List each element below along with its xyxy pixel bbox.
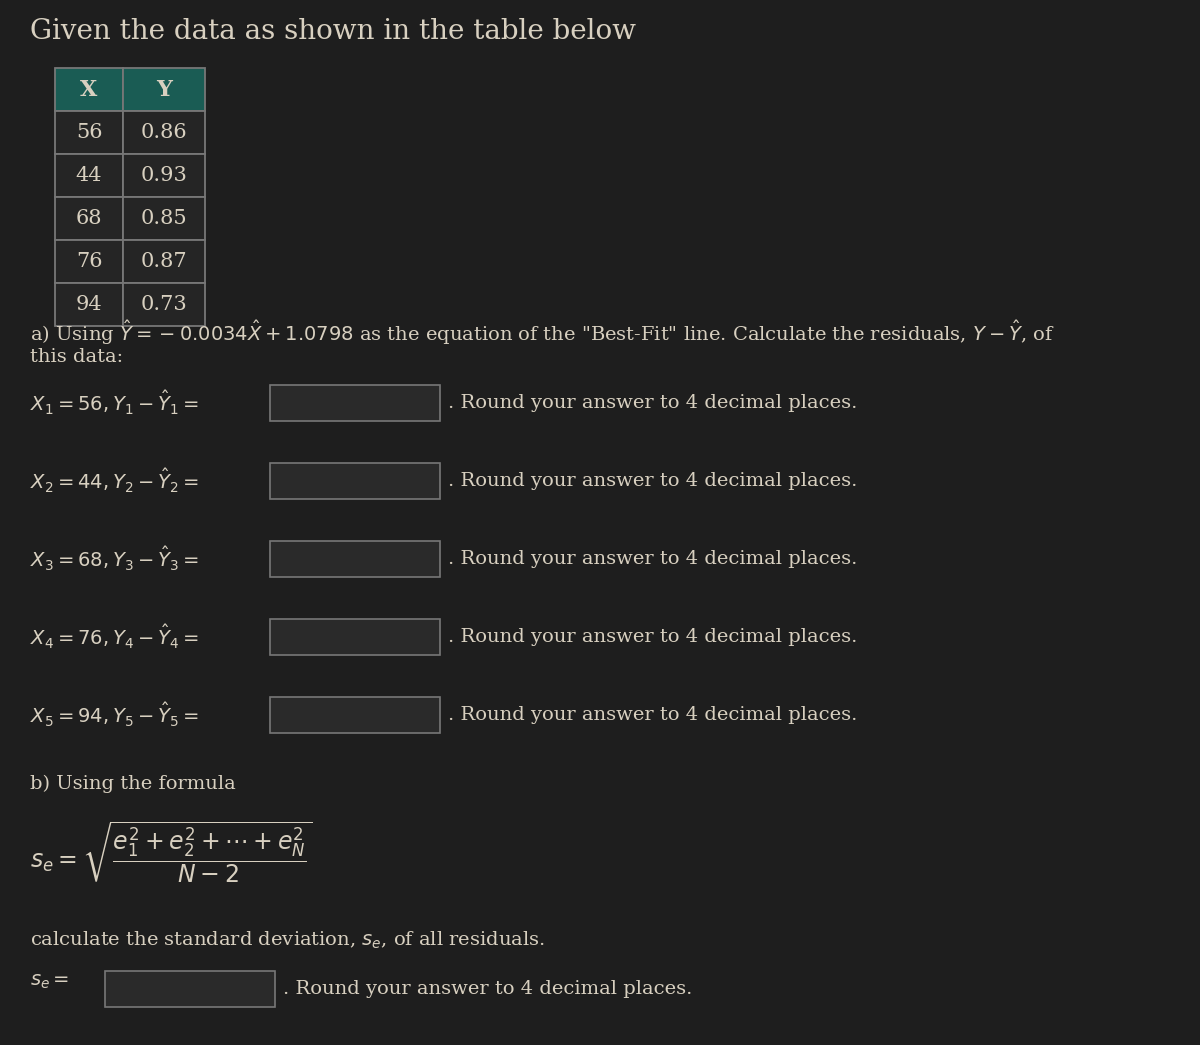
Text: calculate the standard deviation, $s_e$, of all residuals.: calculate the standard deviation, $s_e$,…	[30, 930, 545, 951]
Text: 44: 44	[76, 166, 102, 185]
Bar	[124, 240, 205, 283]
Text: $X_1 = 56, Y_1 - \hat{Y}_1 =$: $X_1 = 56, Y_1 - \hat{Y}_1 =$	[30, 389, 199, 417]
Bar	[124, 111, 205, 154]
Text: 56: 56	[76, 123, 102, 142]
Text: 0.87: 0.87	[140, 252, 187, 271]
Text: $s_e = \sqrt{\dfrac{e_1^2 + e_2^2 + \cdots + e_N^2}{N - 2}}$: $s_e = \sqrt{\dfrac{e_1^2 + e_2^2 + \cdo…	[30, 820, 313, 885]
Text: . Round your answer to 4 decimal places.: . Round your answer to 4 decimal places.	[448, 472, 857, 490]
Text: $X_4 = 76, Y_4 - \hat{Y}_4 =$: $X_4 = 76, Y_4 - \hat{Y}_4 =$	[30, 623, 199, 651]
Bar	[55, 283, 124, 326]
Text: X: X	[80, 78, 97, 100]
Text: . Round your answer to 4 decimal places.: . Round your answer to 4 decimal places.	[448, 550, 857, 568]
Bar	[55, 240, 124, 283]
Text: 0.73: 0.73	[140, 295, 187, 314]
Bar	[55, 68, 124, 111]
Bar	[270, 541, 440, 577]
Text: $s_e =$: $s_e =$	[30, 973, 70, 992]
Text: Y: Y	[156, 78, 172, 100]
Bar	[124, 68, 205, 111]
Text: . Round your answer to 4 decimal places.: . Round your answer to 4 decimal places.	[448, 394, 857, 412]
Bar	[270, 697, 440, 733]
Text: 0.86: 0.86	[140, 123, 187, 142]
Bar	[124, 283, 205, 326]
Bar	[124, 198, 205, 240]
Text: . Round your answer to 4 decimal places.: . Round your answer to 4 decimal places.	[283, 980, 692, 998]
Text: 94: 94	[76, 295, 102, 314]
Bar	[124, 154, 205, 198]
Text: b) Using the formula: b) Using the formula	[30, 775, 235, 793]
Bar	[55, 154, 124, 198]
Text: 0.85: 0.85	[140, 209, 187, 228]
Text: . Round your answer to 4 decimal places.: . Round your answer to 4 decimal places.	[448, 628, 857, 646]
Text: a) Using $\hat{Y} = -0.0034\hat{X} + 1.0798$ as the equation of the "Best-Fit" l: a) Using $\hat{Y} = -0.0034\hat{X} + 1.0…	[30, 318, 1055, 347]
Text: $X_2 = 44, Y_2 - \hat{Y}_2 =$: $X_2 = 44, Y_2 - \hat{Y}_2 =$	[30, 467, 199, 495]
Bar	[270, 463, 440, 500]
Bar	[270, 385, 440, 421]
Bar	[55, 111, 124, 154]
Text: . Round your answer to 4 decimal places.: . Round your answer to 4 decimal places.	[448, 706, 857, 724]
Bar	[106, 971, 275, 1007]
Bar	[270, 619, 440, 655]
Text: 76: 76	[76, 252, 102, 271]
Bar	[55, 198, 124, 240]
Text: 0.93: 0.93	[140, 166, 187, 185]
Text: this data:: this data:	[30, 348, 124, 366]
Text: Given the data as shown in the table below: Given the data as shown in the table bel…	[30, 18, 636, 45]
Text: 68: 68	[76, 209, 102, 228]
Text: $X_3 = 68, Y_3 - \hat{Y}_3 =$: $X_3 = 68, Y_3 - \hat{Y}_3 =$	[30, 544, 199, 573]
Text: $X_5 = 94, Y_5 - \hat{Y}_5 =$: $X_5 = 94, Y_5 - \hat{Y}_5 =$	[30, 701, 199, 729]
